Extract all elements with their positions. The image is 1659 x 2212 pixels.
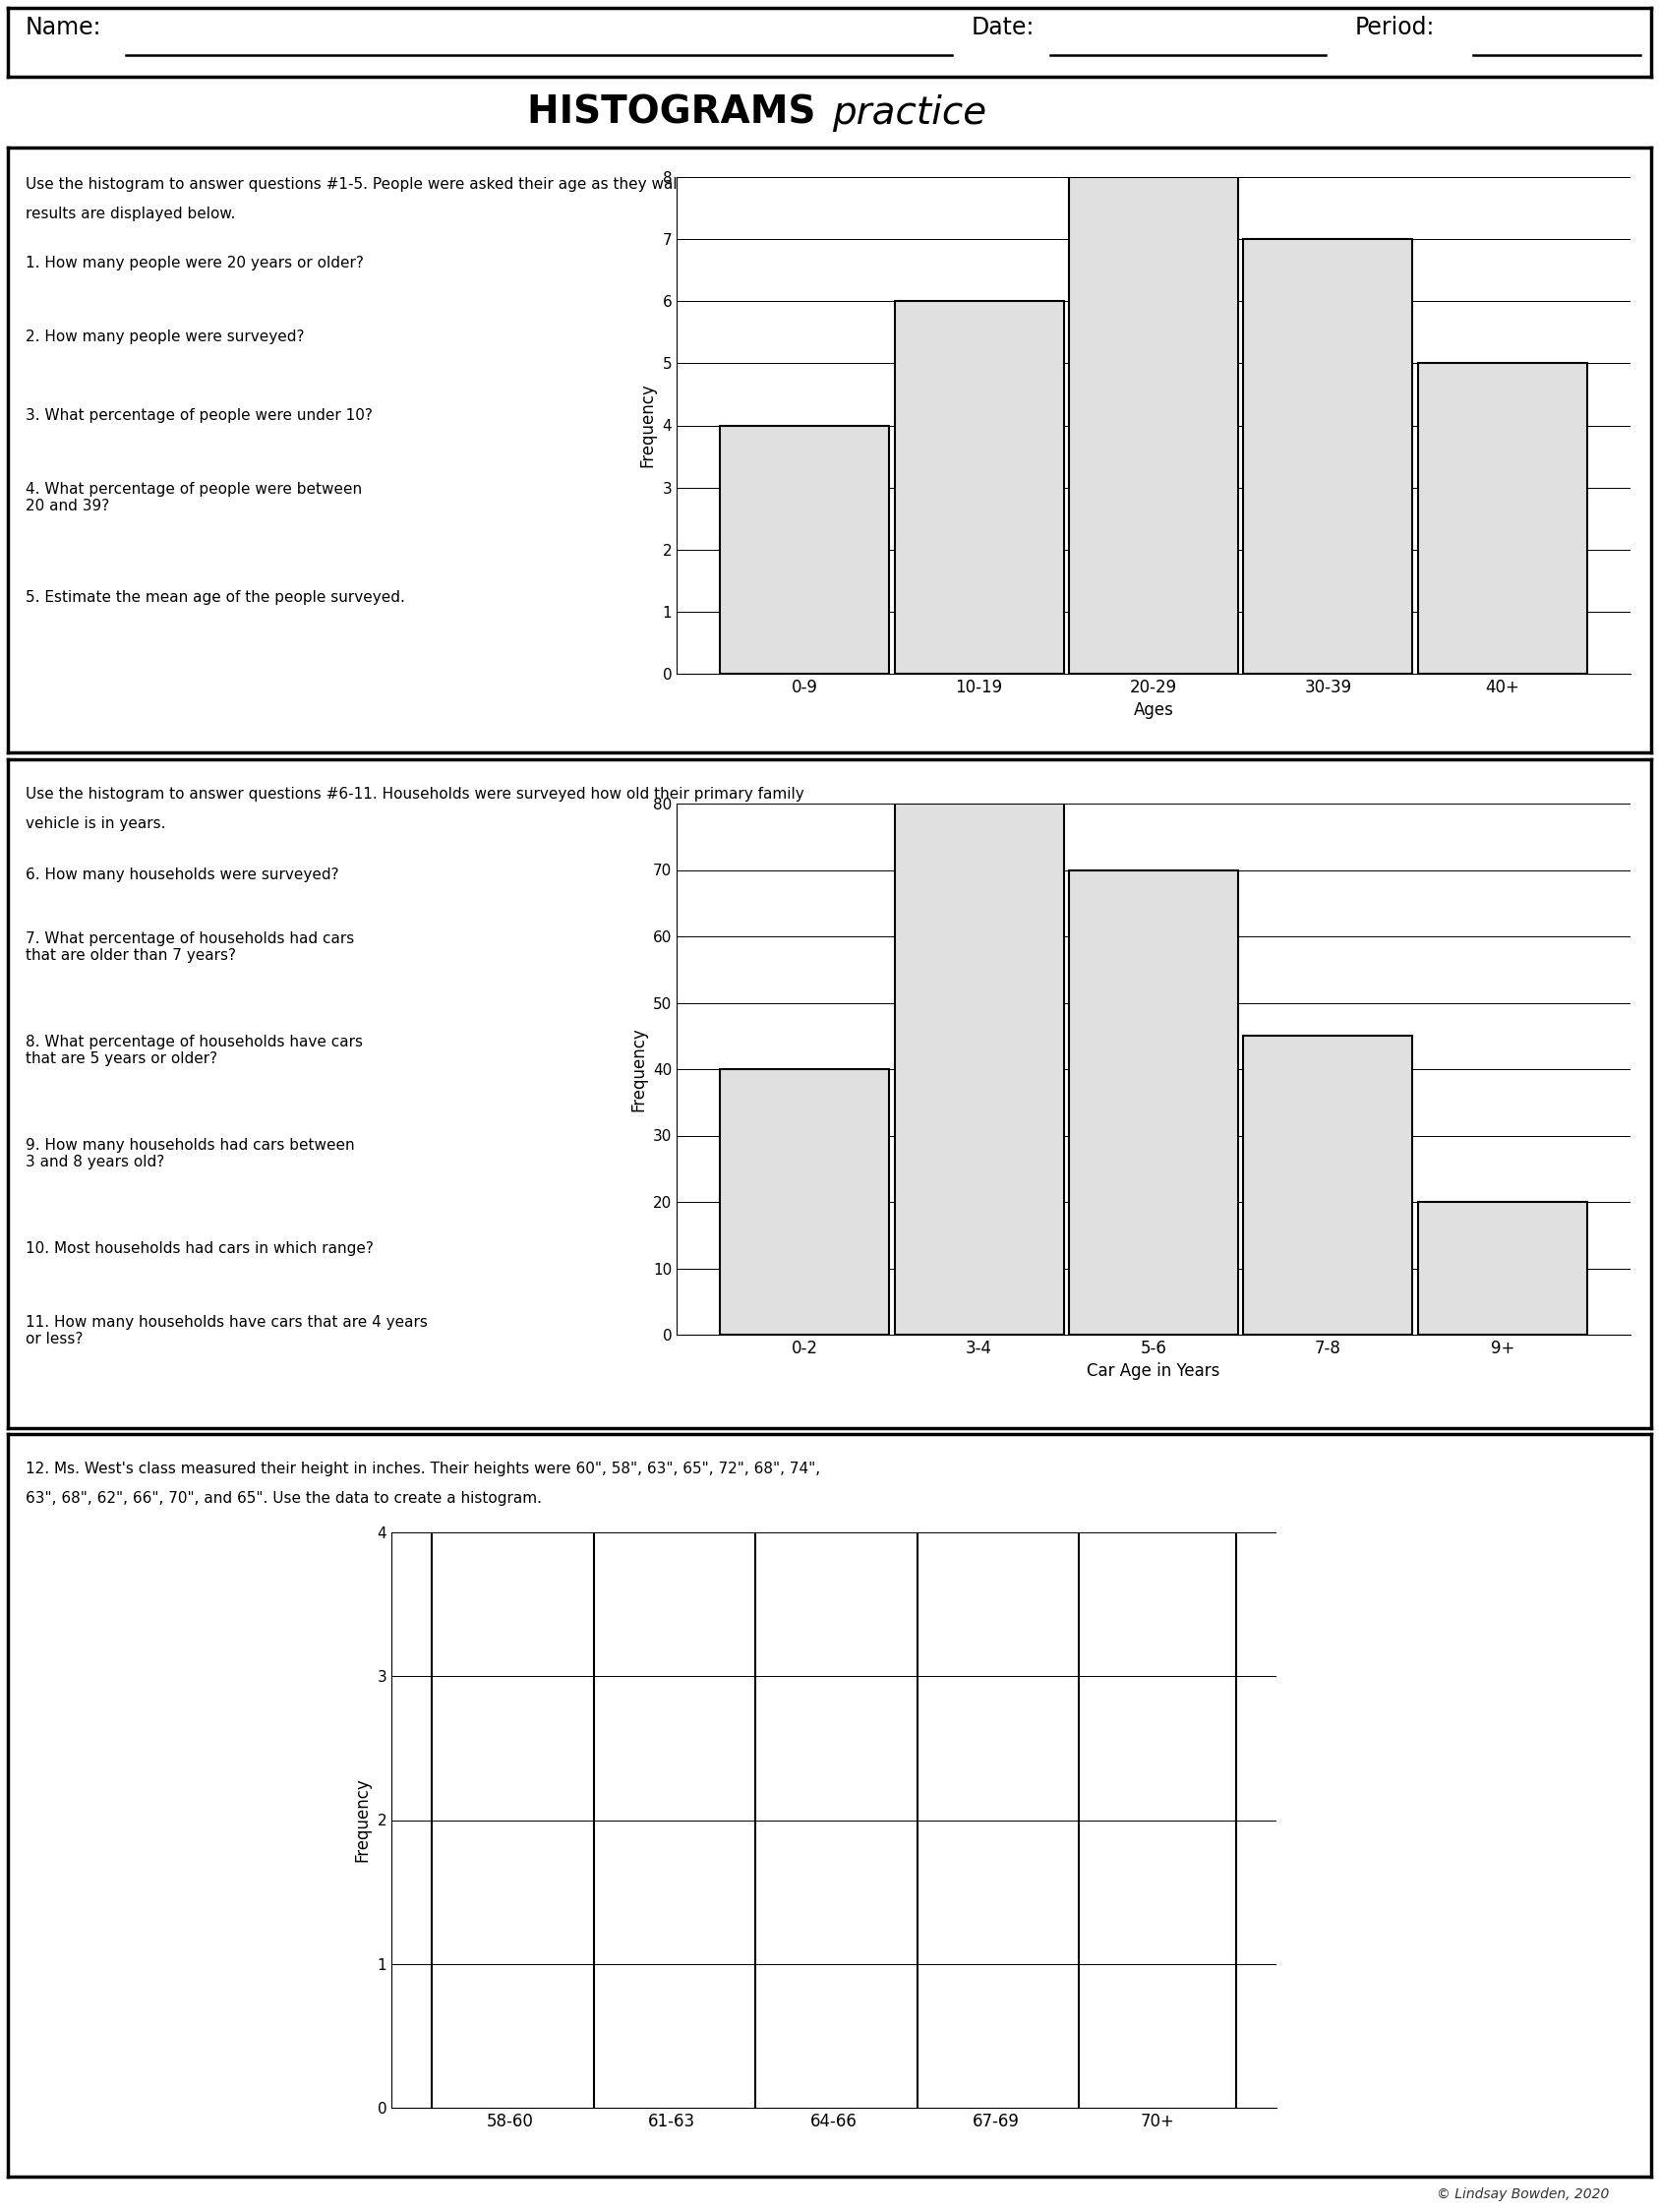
Text: 9. How many households had cars between
3 and 8 years old?: 9. How many households had cars between … <box>25 1137 355 1170</box>
Text: 12. Ms. West's class measured their height in inches. Their heights were 60", 58: 12. Ms. West's class measured their heig… <box>25 1462 820 1475</box>
Text: 5. Estimate the mean age of the people surveyed.: 5. Estimate the mean age of the people s… <box>25 591 405 604</box>
Bar <box>894 301 1063 675</box>
Text: Use the histogram to answer questions #6-11. Households were surveyed how old th: Use the histogram to answer questions #6… <box>25 787 805 801</box>
X-axis label: Ages: Ages <box>1133 701 1173 719</box>
Text: Date:: Date: <box>972 15 1035 40</box>
Text: HISTOGRAMS: HISTOGRAMS <box>528 95 830 133</box>
Bar <box>1068 869 1238 1334</box>
Text: Use the histogram to answer questions #1-5. People were asked their age as they : Use the histogram to answer questions #1… <box>25 177 826 192</box>
Text: practice: practice <box>831 95 987 133</box>
Bar <box>720 425 889 675</box>
Text: 4. What percentage of people were between
20 and 39?: 4. What percentage of people were betwee… <box>25 482 362 513</box>
Text: 8. What percentage of households have cars
that are 5 years or older?: 8. What percentage of households have ca… <box>25 1035 363 1066</box>
Text: Period:: Period: <box>1355 15 1435 40</box>
Y-axis label: Frequency: Frequency <box>639 383 657 467</box>
Text: 6. How many households were surveyed?: 6. How many households were surveyed? <box>25 867 338 883</box>
Bar <box>720 1068 889 1334</box>
Text: 2. How many people were surveyed?: 2. How many people were surveyed? <box>25 330 304 345</box>
X-axis label: Car Age in Years: Car Age in Years <box>1087 1363 1219 1380</box>
Text: 7. What percentage of households had cars
that are older than 7 years?: 7. What percentage of households had car… <box>25 931 355 962</box>
Text: 11. How many households have cars that are 4 years
or less?: 11. How many households have cars that a… <box>25 1314 428 1347</box>
Bar <box>1243 1035 1413 1334</box>
Text: Name:: Name: <box>25 15 101 40</box>
Y-axis label: Frequency: Frequency <box>629 1026 647 1110</box>
Text: 3. What percentage of people were under 10?: 3. What percentage of people were under … <box>25 409 373 422</box>
Text: 1. How many people were 20 years or older?: 1. How many people were 20 years or olde… <box>25 257 363 270</box>
Bar <box>894 803 1063 1334</box>
Y-axis label: Frequency: Frequency <box>353 1778 372 1863</box>
Text: 10. Most households had cars in which range?: 10. Most households had cars in which ra… <box>25 1241 373 1256</box>
Bar <box>1418 1201 1588 1334</box>
Bar <box>1418 363 1588 675</box>
Text: © Lindsay Bowden, 2020: © Lindsay Bowden, 2020 <box>1437 2188 1609 2201</box>
Bar <box>1068 177 1238 675</box>
Bar <box>1243 239 1413 675</box>
Text: vehicle is in years.: vehicle is in years. <box>25 816 166 832</box>
Text: 63", 68", 62", 66", 70", and 65". Use the data to create a histogram.: 63", 68", 62", 66", 70", and 65". Use th… <box>25 1491 542 1506</box>
Text: results are displayed below.: results are displayed below. <box>25 206 236 221</box>
